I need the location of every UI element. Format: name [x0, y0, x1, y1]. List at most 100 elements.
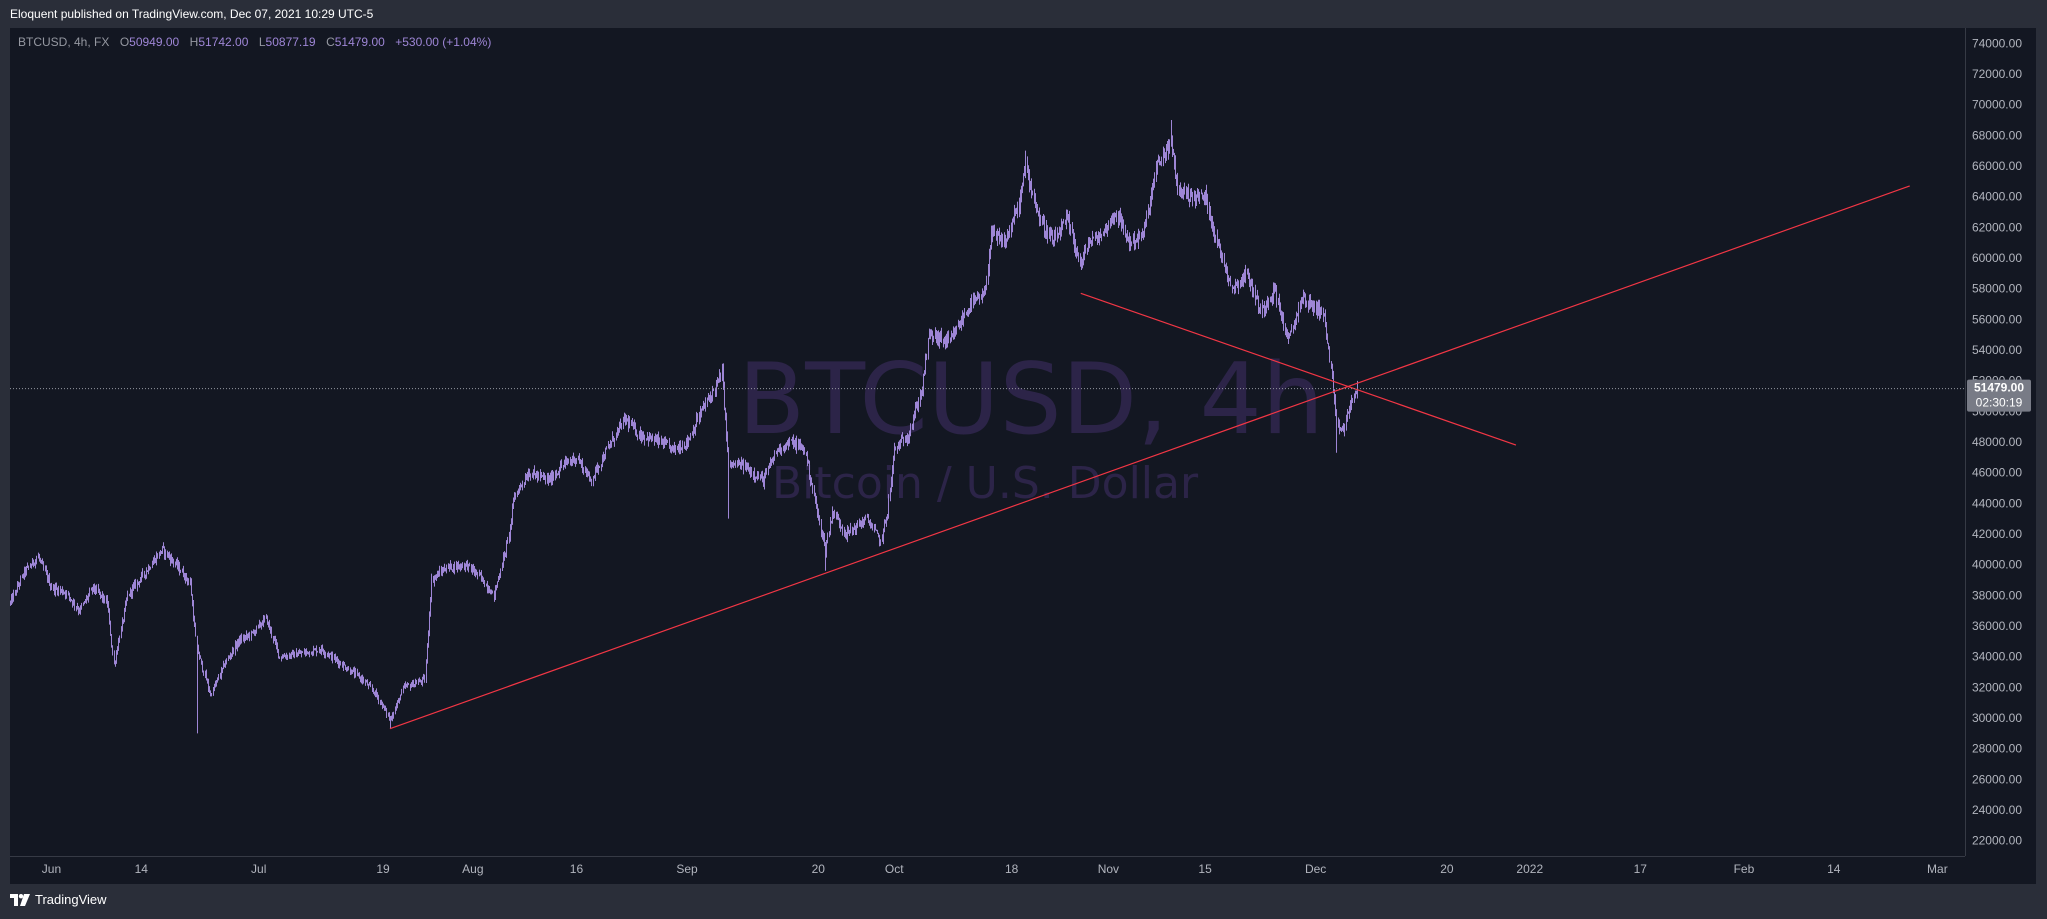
candle-body — [650, 435, 651, 440]
candle-body — [572, 460, 573, 462]
candle-body — [1043, 218, 1044, 223]
candle-body — [651, 435, 652, 440]
candle-body — [313, 649, 314, 654]
candle-body — [1084, 249, 1085, 257]
candle-body — [1350, 406, 1351, 408]
candle-body — [322, 646, 323, 651]
candle-body — [863, 521, 864, 525]
candle-body — [1075, 245, 1076, 251]
candle-body — [172, 557, 173, 561]
candle-body — [1332, 366, 1333, 378]
candle-body — [1179, 185, 1180, 195]
candle-body — [537, 474, 538, 478]
candle-body — [876, 530, 877, 532]
candle-body — [1181, 189, 1182, 192]
candle-body — [830, 521, 831, 533]
candle-body — [639, 431, 640, 436]
candle-body — [224, 663, 225, 667]
candle-body — [748, 467, 749, 469]
candle-body — [894, 447, 895, 458]
candle-body — [1087, 248, 1088, 250]
candle-body — [606, 448, 607, 450]
candle-body — [585, 467, 586, 472]
candle-body — [408, 683, 409, 685]
candle-body — [481, 574, 482, 579]
candle-body — [1005, 239, 1006, 247]
candle-body — [213, 687, 214, 696]
candle-body — [1275, 286, 1276, 290]
candle-body — [732, 464, 733, 467]
candle-body — [30, 566, 31, 568]
candle-body — [1050, 233, 1051, 236]
candle-body — [211, 694, 212, 696]
candle-body — [1067, 215, 1068, 219]
candle-body — [1076, 250, 1077, 253]
candle-body — [1214, 229, 1215, 237]
time-axis[interactable]: Jun 14 Jul 19 Aug 16 Sep 20 Oct 18 Nov 15 Dec 20 2022 1… — [42, 862, 1948, 876]
candle-body — [344, 663, 345, 666]
candle-body — [551, 473, 552, 482]
candle-body — [725, 408, 726, 416]
candle-body — [1083, 256, 1084, 261]
candle-body — [1055, 233, 1056, 236]
candle-body — [163, 546, 164, 548]
candle-body — [580, 462, 581, 464]
trendline[interactable] — [389, 185, 1910, 730]
symbol-label[interactable]: BTCUSD, 4h, FX — [18, 35, 109, 49]
candle-body — [566, 460, 567, 462]
candle-body — [319, 650, 320, 652]
candle-body — [60, 588, 61, 591]
candle-body — [427, 644, 428, 663]
candle-body — [99, 591, 100, 593]
candle-body — [289, 654, 290, 658]
candle-body — [35, 560, 36, 565]
candle-body — [154, 558, 155, 562]
candle-body — [852, 527, 853, 532]
candle-body — [1189, 200, 1190, 202]
candle-body — [1065, 220, 1066, 224]
candle-body — [846, 533, 847, 538]
candle-body — [1267, 302, 1268, 305]
candle-body — [549, 477, 550, 482]
candle-body — [216, 680, 217, 684]
candle-body — [895, 447, 896, 449]
candle-body — [252, 631, 253, 633]
candle-body — [902, 437, 903, 439]
candle-body — [1145, 219, 1146, 227]
candle-body — [1206, 191, 1207, 200]
price-axis[interactable]: 74000.00 72000.00 70000.00 68000.00 66000.00… — [1972, 36, 2022, 847]
chart-canvas[interactable]: BTCUSD, 4h Bitcoin / U.S. Dollar 74000.0… — [10, 28, 2036, 884]
ohlc-legend[interactable]: BTCUSD, 4h, FX O50949.00 H51742.00 L5087… — [18, 33, 491, 50]
trendlines[interactable] — [389, 185, 1910, 730]
candle-body — [1127, 235, 1128, 238]
candle-body — [1325, 316, 1326, 324]
tradingview-logo[interactable]: TradingView — [10, 892, 107, 907]
candle-body — [766, 471, 767, 473]
price-tick-label: 40000.00 — [1972, 558, 2022, 572]
candle-body — [1091, 241, 1092, 243]
candle-body — [178, 564, 179, 567]
candle-body — [262, 624, 263, 626]
candle-body — [565, 460, 566, 464]
candle-body — [985, 287, 986, 293]
candle-body — [727, 435, 728, 448]
candle-body — [701, 410, 702, 412]
candle-body — [754, 472, 755, 478]
chart-area[interactable]: BTCUSD, 4h Bitcoin / U.S. Dollar 74000.0… — [10, 28, 2036, 884]
candle-body — [825, 542, 826, 553]
trendline[interactable] — [1080, 292, 1517, 446]
candle-body — [199, 653, 200, 658]
candle-body — [1126, 234, 1127, 236]
candle-body — [345, 665, 346, 670]
candle-body — [610, 445, 611, 447]
candle-body — [693, 428, 694, 436]
candle-body — [976, 299, 977, 301]
candle-body — [1030, 181, 1031, 185]
candle-body — [666, 441, 667, 444]
candle-body — [210, 692, 211, 695]
candle-body — [314, 649, 315, 651]
candle-body — [703, 406, 704, 408]
candle-body — [1236, 284, 1237, 286]
candle-body — [587, 474, 588, 476]
candle-body — [1290, 332, 1291, 335]
